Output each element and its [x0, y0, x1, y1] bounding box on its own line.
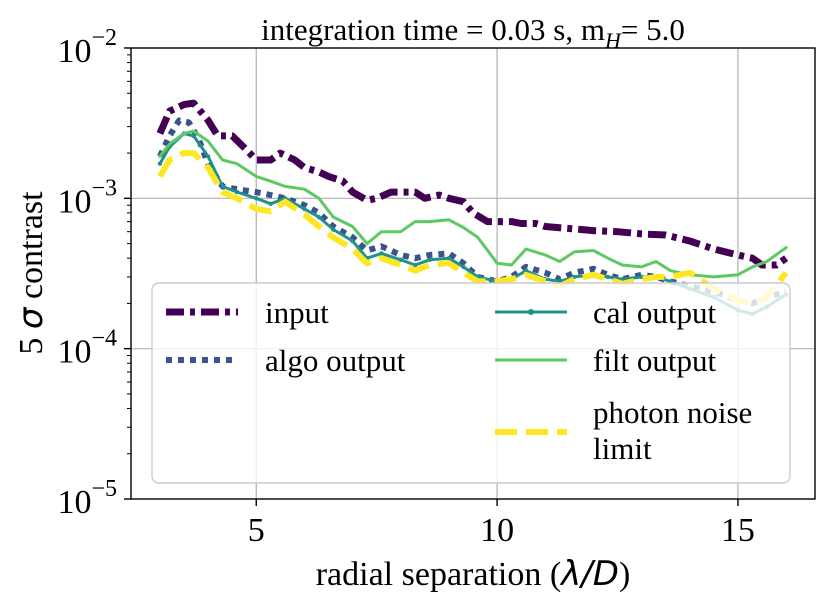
- plot-frame: [130, 47, 816, 500]
- data-point-cal-output: [220, 184, 225, 189]
- legend-swatch-cal-output-marker: [528, 309, 534, 315]
- y-axis-label: 5 σ contrast: [11, 191, 51, 355]
- chart-title-main: integration time = 0.03 s, m: [261, 12, 605, 47]
- x-axis-label: radial separation (λ/D): [316, 554, 631, 594]
- y-tick-label--5: 10−5: [57, 476, 117, 521]
- legend-label-photon-line2: limit: [593, 431, 652, 466]
- chart-title-subscript: H: [604, 28, 622, 53]
- series-layer: [156, 99, 789, 317]
- x-axis-label-suffix: ): [619, 556, 630, 593]
- legend-box: [151, 282, 791, 484]
- data-point-cal-output: [523, 268, 529, 273]
- data-point-cal-output: [412, 262, 418, 268]
- data-point-cal-output: [379, 251, 384, 256]
- data-point-cal-output: [205, 154, 211, 159]
- x-axis-label-math: λ/D: [559, 554, 619, 594]
- chart-title-tail: = 5.0: [621, 12, 685, 47]
- legend-label-filt-output: filt output: [593, 343, 717, 378]
- legend-label-photon-line1: photon noise: [593, 395, 752, 430]
- data-point-cal-output: [398, 257, 403, 263]
- x-tick-label-5: 5: [248, 512, 265, 549]
- legend-label-input: input: [265, 295, 329, 330]
- legend: input algo output cal output filt output…: [151, 282, 791, 484]
- data-point-cal-output: [268, 201, 273, 206]
- data-point-cal-output: [234, 189, 240, 195]
- data-point-cal-output: [191, 133, 196, 139]
- data-point-cal-output: [302, 206, 307, 212]
- series-line-filt-output: [158, 129, 788, 279]
- y-axis-label-prefix: 5: [13, 329, 50, 355]
- x-tick-label-15: 15: [721, 512, 755, 549]
- series-line-photon-noise-limit: [157, 150, 789, 307]
- legend-label-cal-output: cal output: [593, 295, 716, 330]
- y-tick-label--2: 10−2: [57, 25, 117, 70]
- data-point-cal-output: [427, 257, 432, 263]
- ticks: 5 10 15 10−2 10−3 10−4 10−5: [57, 25, 754, 549]
- legend-label-algo-output: algo output: [265, 343, 406, 378]
- data-point-cal-output: [605, 274, 611, 280]
- x-tick-label-10: 10: [480, 512, 514, 549]
- data-point-cal-output: [316, 214, 322, 220]
- x-axis-label-prefix: radial separation (: [316, 556, 561, 593]
- y-axis-label-suffix: contrast: [13, 191, 50, 308]
- data-point-cal-output: [157, 161, 163, 166]
- data-point-cal-output: [254, 196, 259, 201]
- chart-title: integration time = 0.03 s, mH= 5.0: [261, 12, 685, 53]
- data-point-cal-output: [620, 276, 625, 282]
- data-point-cal-output: [461, 264, 466, 270]
- data-point-cal-output: [350, 238, 355, 244]
- data-point-cal-output: [446, 255, 452, 261]
- y-tick-label--3: 10−3: [57, 175, 117, 220]
- y-tick-label--4: 10−4: [57, 326, 117, 371]
- data-point-cal-output: [331, 227, 336, 232]
- series-line-input: [156, 99, 789, 269]
- legend-label-photon-noise-limit: photon noise limit: [593, 395, 760, 466]
- y-axis-label-math: σ: [11, 306, 51, 329]
